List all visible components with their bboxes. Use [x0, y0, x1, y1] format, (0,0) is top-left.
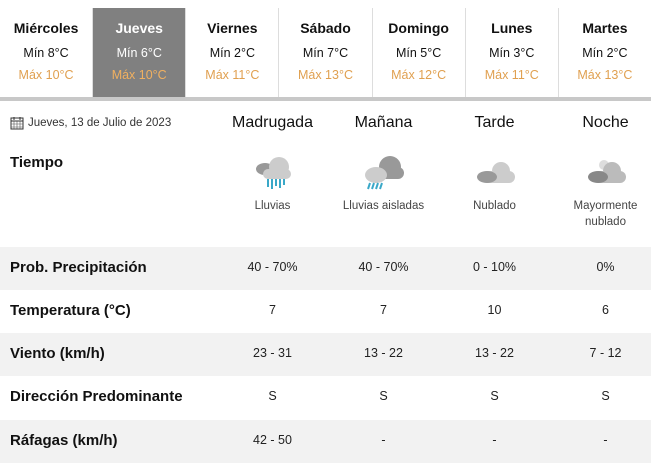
- row-label: Viento (km/h): [10, 345, 105, 362]
- max-temp: Máx 11°C: [205, 68, 260, 82]
- mostly-cloudy-night-icon: [550, 155, 651, 195]
- max-temp: Máx 11°C: [484, 68, 539, 82]
- cell: S: [379, 389, 388, 403]
- row-label: Temperatura (°C): [10, 302, 131, 319]
- cell: -: [492, 433, 497, 447]
- max-temp: Máx 10°C: [18, 68, 74, 82]
- condition-noche: Mayormente nublado: [573, 200, 638, 228]
- date-text: Jueves, 13 de Julio de 2023: [28, 117, 172, 129]
- row-label: Dirección Predominante: [10, 388, 183, 405]
- max-temp: Máx 13°C: [297, 68, 353, 82]
- cell: 7 - 12: [589, 346, 622, 360]
- row-precipitation: Prob. Precipitación 40 - 70% 40 - 70% 0 - 1…: [0, 247, 651, 290]
- min-temp: Mín 2°C: [582, 46, 628, 60]
- cell: 7: [380, 303, 387, 317]
- calendar-icon: [10, 117, 24, 130]
- max-temp: Máx 12°C: [391, 68, 447, 82]
- day-name: Viernes: [207, 20, 258, 36]
- cell: 40 - 70%: [247, 260, 298, 274]
- tab-martes[interactable]: Martes Mín 2°C Máx 13°C: [559, 8, 651, 97]
- cell: 23 - 31: [253, 346, 292, 360]
- max-temp: Máx 10°C: [111, 68, 167, 82]
- tab-miercoles[interactable]: Miércoles Mín 8°C Máx 10°C: [0, 8, 94, 97]
- rain-cloud-icon: [217, 155, 328, 195]
- min-temp: Mín 3°C: [489, 46, 535, 60]
- period-madrugada: Madrugada: [232, 114, 313, 131]
- condition-tarde: Nublado: [473, 200, 516, 212]
- min-temp: Mín 6°C: [116, 46, 162, 60]
- min-temp: Mín 2°C: [209, 46, 255, 60]
- max-temp: Máx 13°C: [577, 68, 633, 82]
- storm-cloud-icon: [328, 155, 439, 195]
- row-direction: Dirección Predominante S S S S: [0, 376, 651, 419]
- cloudy-icon: [439, 155, 550, 195]
- row-wind: Viento (km/h) 23 - 31 13 - 22 13 - 22 7 - 12: [0, 333, 651, 376]
- cell: 7: [269, 303, 276, 317]
- min-temp: Mín 7°C: [302, 46, 349, 60]
- tab-lunes[interactable]: Lunes Mín 3°C Máx 11°C: [466, 8, 559, 97]
- condition-manana: Lluvias aisladas: [342, 200, 425, 212]
- cell: 10: [487, 303, 502, 317]
- day-name: Jueves: [115, 20, 163, 36]
- row-temperature: Temperatura (°C) 7 7 10 6: [0, 290, 651, 333]
- cell: 42 - 50: [253, 433, 292, 447]
- tiempo-label: Tiempo: [10, 154, 64, 171]
- tab-jueves[interactable]: Jueves Mín 6°C Máx 10°C: [93, 8, 187, 97]
- day-name: Sábado: [300, 20, 351, 36]
- row-label: Prob. Precipitación: [10, 259, 147, 276]
- min-temp: Mín 5°C: [395, 46, 442, 60]
- day-name: Lunes: [491, 20, 533, 36]
- day-name: Domingo: [388, 20, 449, 36]
- row-label: Ráfagas (km/h): [10, 432, 118, 449]
- period-noche: Noche: [582, 114, 629, 131]
- cell: S: [490, 389, 499, 403]
- day-tabs: Miércoles Mín 8°C Máx 10°C Jueves Mín 6°C Má…: [0, 8, 651, 101]
- cell: S: [268, 389, 277, 403]
- cell: 40 - 70%: [358, 260, 409, 274]
- cell: S: [601, 389, 610, 403]
- cell: 13 - 22: [475, 346, 514, 360]
- row-gusts: Ráfagas (km/h) 42 - 50 - - -: [0, 420, 651, 463]
- period-tarde: Tarde: [474, 114, 515, 131]
- tab-sabado[interactable]: Sábado Mín 7°C Máx 13°C: [279, 8, 373, 97]
- condition-madrugada: Lluvias: [254, 200, 291, 212]
- cell: -: [381, 433, 386, 447]
- tab-viernes[interactable]: Viernes Mín 2°C Máx 11°C: [186, 8, 280, 97]
- cell: -: [603, 433, 608, 447]
- cell: 6: [602, 303, 609, 317]
- day-name: Miércoles: [13, 20, 79, 36]
- selected-date: Jueves, 13 de Julio de 2023: [10, 116, 171, 130]
- min-temp: Mín 8°C: [23, 46, 69, 60]
- day-name: Martes: [582, 20, 628, 36]
- period-manana: Mañana: [354, 114, 413, 131]
- cell: 0%: [596, 260, 615, 274]
- tab-domingo[interactable]: Domingo Mín 5°C Máx 12°C: [373, 8, 466, 97]
- cell: 13 - 22: [364, 346, 403, 360]
- cell: 0 - 10%: [472, 260, 517, 274]
